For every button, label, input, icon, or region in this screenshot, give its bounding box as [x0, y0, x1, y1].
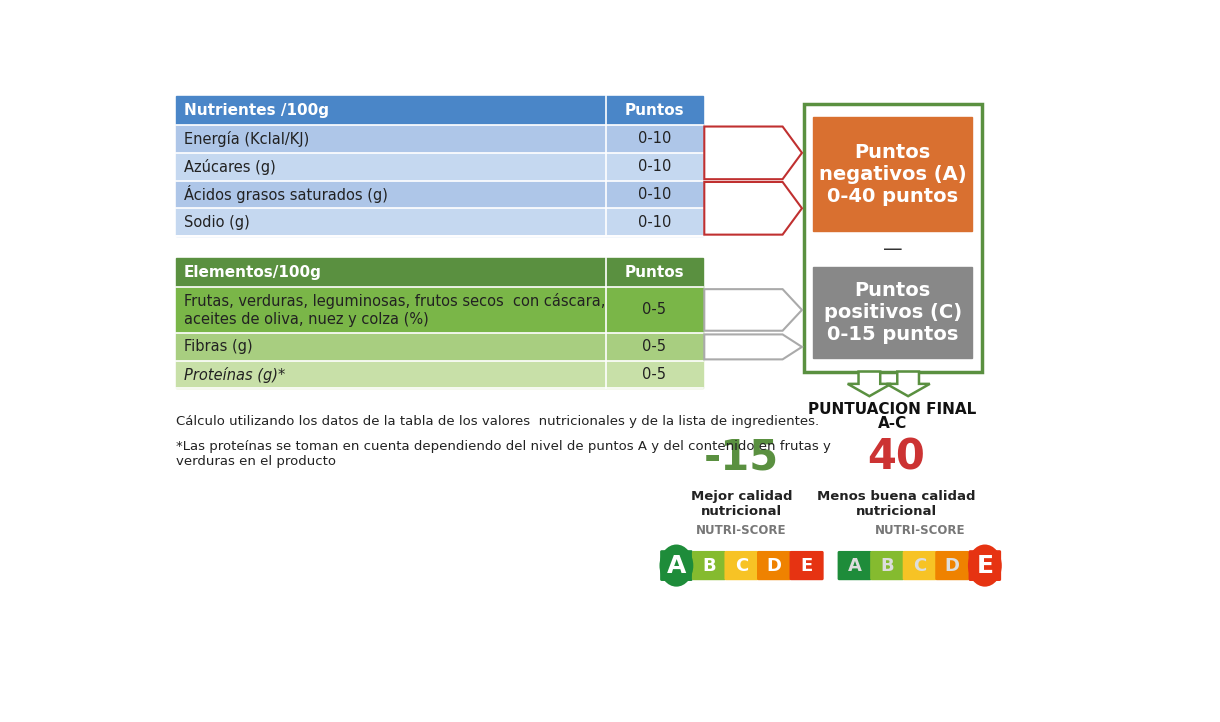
Text: C: C	[734, 557, 748, 575]
Text: A: A	[666, 554, 686, 578]
Bar	[813, 118, 972, 231]
FancyBboxPatch shape	[692, 551, 726, 580]
Text: -15: -15	[704, 437, 780, 479]
Text: —: —	[883, 240, 903, 258]
Polygon shape	[887, 372, 930, 396]
Polygon shape	[704, 334, 802, 360]
Text: 0-10: 0-10	[638, 131, 671, 147]
Text: A-C: A-C	[878, 416, 908, 431]
Text: PUNTUACION FINAL: PUNTUACION FINAL	[809, 402, 977, 417]
Polygon shape	[704, 182, 802, 235]
Text: Menos buena calidad
nutricional: Menos buena calidad nutricional	[817, 490, 976, 518]
Text: 0-5: 0-5	[642, 303, 666, 318]
Text: Puntos
negativos (A)
0-40 puntos: Puntos negativos (A) 0-40 puntos	[819, 143, 966, 206]
Bar	[176, 153, 606, 180]
Text: *Las proteínas se toman en cuenta dependiendo del nivel de puntos A y del conten: *Las proteínas se toman en cuenta depend…	[176, 440, 831, 468]
Bar	[176, 96, 703, 125]
Polygon shape	[704, 289, 802, 331]
Text: C: C	[913, 557, 926, 575]
Bar	[606, 125, 703, 153]
Text: D: D	[944, 557, 960, 575]
Bar	[606, 209, 703, 236]
Text: B: B	[881, 557, 894, 575]
FancyBboxPatch shape	[789, 551, 824, 580]
Bar	[176, 361, 606, 388]
FancyBboxPatch shape	[756, 551, 791, 580]
Text: 0-10: 0-10	[638, 214, 671, 230]
Text: 0-10: 0-10	[638, 187, 671, 202]
Text: A: A	[848, 557, 861, 575]
Ellipse shape	[967, 544, 1002, 587]
Text: 0-5: 0-5	[642, 367, 666, 382]
Ellipse shape	[660, 544, 693, 587]
FancyBboxPatch shape	[658, 548, 826, 583]
Bar	[606, 287, 703, 333]
Text: Sodio (g): Sodio (g)	[183, 214, 249, 230]
Text: NUTRI-SCORE: NUTRI-SCORE	[697, 524, 787, 537]
Bar	[176, 333, 606, 361]
Text: Ácidos grasos saturados (g): Ácidos grasos saturados (g)	[183, 186, 388, 204]
Text: Puntos: Puntos	[625, 265, 684, 279]
Bar	[176, 258, 703, 287]
FancyBboxPatch shape	[903, 551, 937, 580]
Text: Cálculo utilizando los datos de la tabla de los valores  nutricionales y de la l: Cálculo utilizando los datos de la tabla…	[176, 415, 819, 428]
Bar	[606, 180, 703, 209]
Text: 40: 40	[867, 437, 926, 479]
Text: 0-5: 0-5	[642, 339, 666, 355]
Text: Fibras (g): Fibras (g)	[183, 339, 253, 355]
FancyBboxPatch shape	[870, 551, 904, 580]
Bar	[176, 287, 606, 333]
Text: E: E	[976, 554, 993, 578]
Text: B: B	[703, 557, 716, 575]
Text: Proteínas (g)*: Proteínas (g)*	[183, 367, 285, 383]
FancyBboxPatch shape	[660, 550, 693, 581]
FancyBboxPatch shape	[969, 550, 1002, 581]
Bar	[813, 267, 972, 357]
Text: Puntos
positivos (C)
0-15 puntos: Puntos positivos (C) 0-15 puntos	[824, 281, 961, 344]
Text: Nutrientes /100g: Nutrientes /100g	[183, 103, 328, 118]
Text: Mejor calidad
nutricional: Mejor calidad nutricional	[691, 490, 792, 518]
Bar	[176, 209, 606, 236]
Text: Puntos: Puntos	[625, 103, 684, 118]
Text: Elementos/100g: Elementos/100g	[183, 265, 321, 279]
Bar	[176, 125, 606, 153]
FancyBboxPatch shape	[725, 551, 759, 580]
Text: Azúcares (g): Azúcares (g)	[183, 159, 276, 175]
Polygon shape	[704, 126, 802, 179]
Bar	[606, 361, 703, 388]
FancyBboxPatch shape	[936, 551, 970, 580]
Bar	[804, 103, 982, 372]
Bar	[606, 333, 703, 361]
Polygon shape	[848, 372, 891, 396]
Text: Energía (Kclal/KJ): Energía (Kclal/KJ)	[183, 131, 309, 147]
FancyBboxPatch shape	[836, 548, 1004, 583]
Bar	[176, 180, 606, 209]
FancyBboxPatch shape	[838, 551, 872, 580]
Text: D: D	[766, 557, 782, 575]
Text: 0-10: 0-10	[638, 160, 671, 174]
Bar	[606, 153, 703, 180]
Text: Frutas, verduras, leguminosas, frutos secos  con cáscara,
aceites de oliva, nuez: Frutas, verduras, leguminosas, frutos se…	[183, 293, 605, 326]
Text: E: E	[800, 557, 813, 575]
Text: NUTRI-SCORE: NUTRI-SCORE	[875, 524, 965, 537]
